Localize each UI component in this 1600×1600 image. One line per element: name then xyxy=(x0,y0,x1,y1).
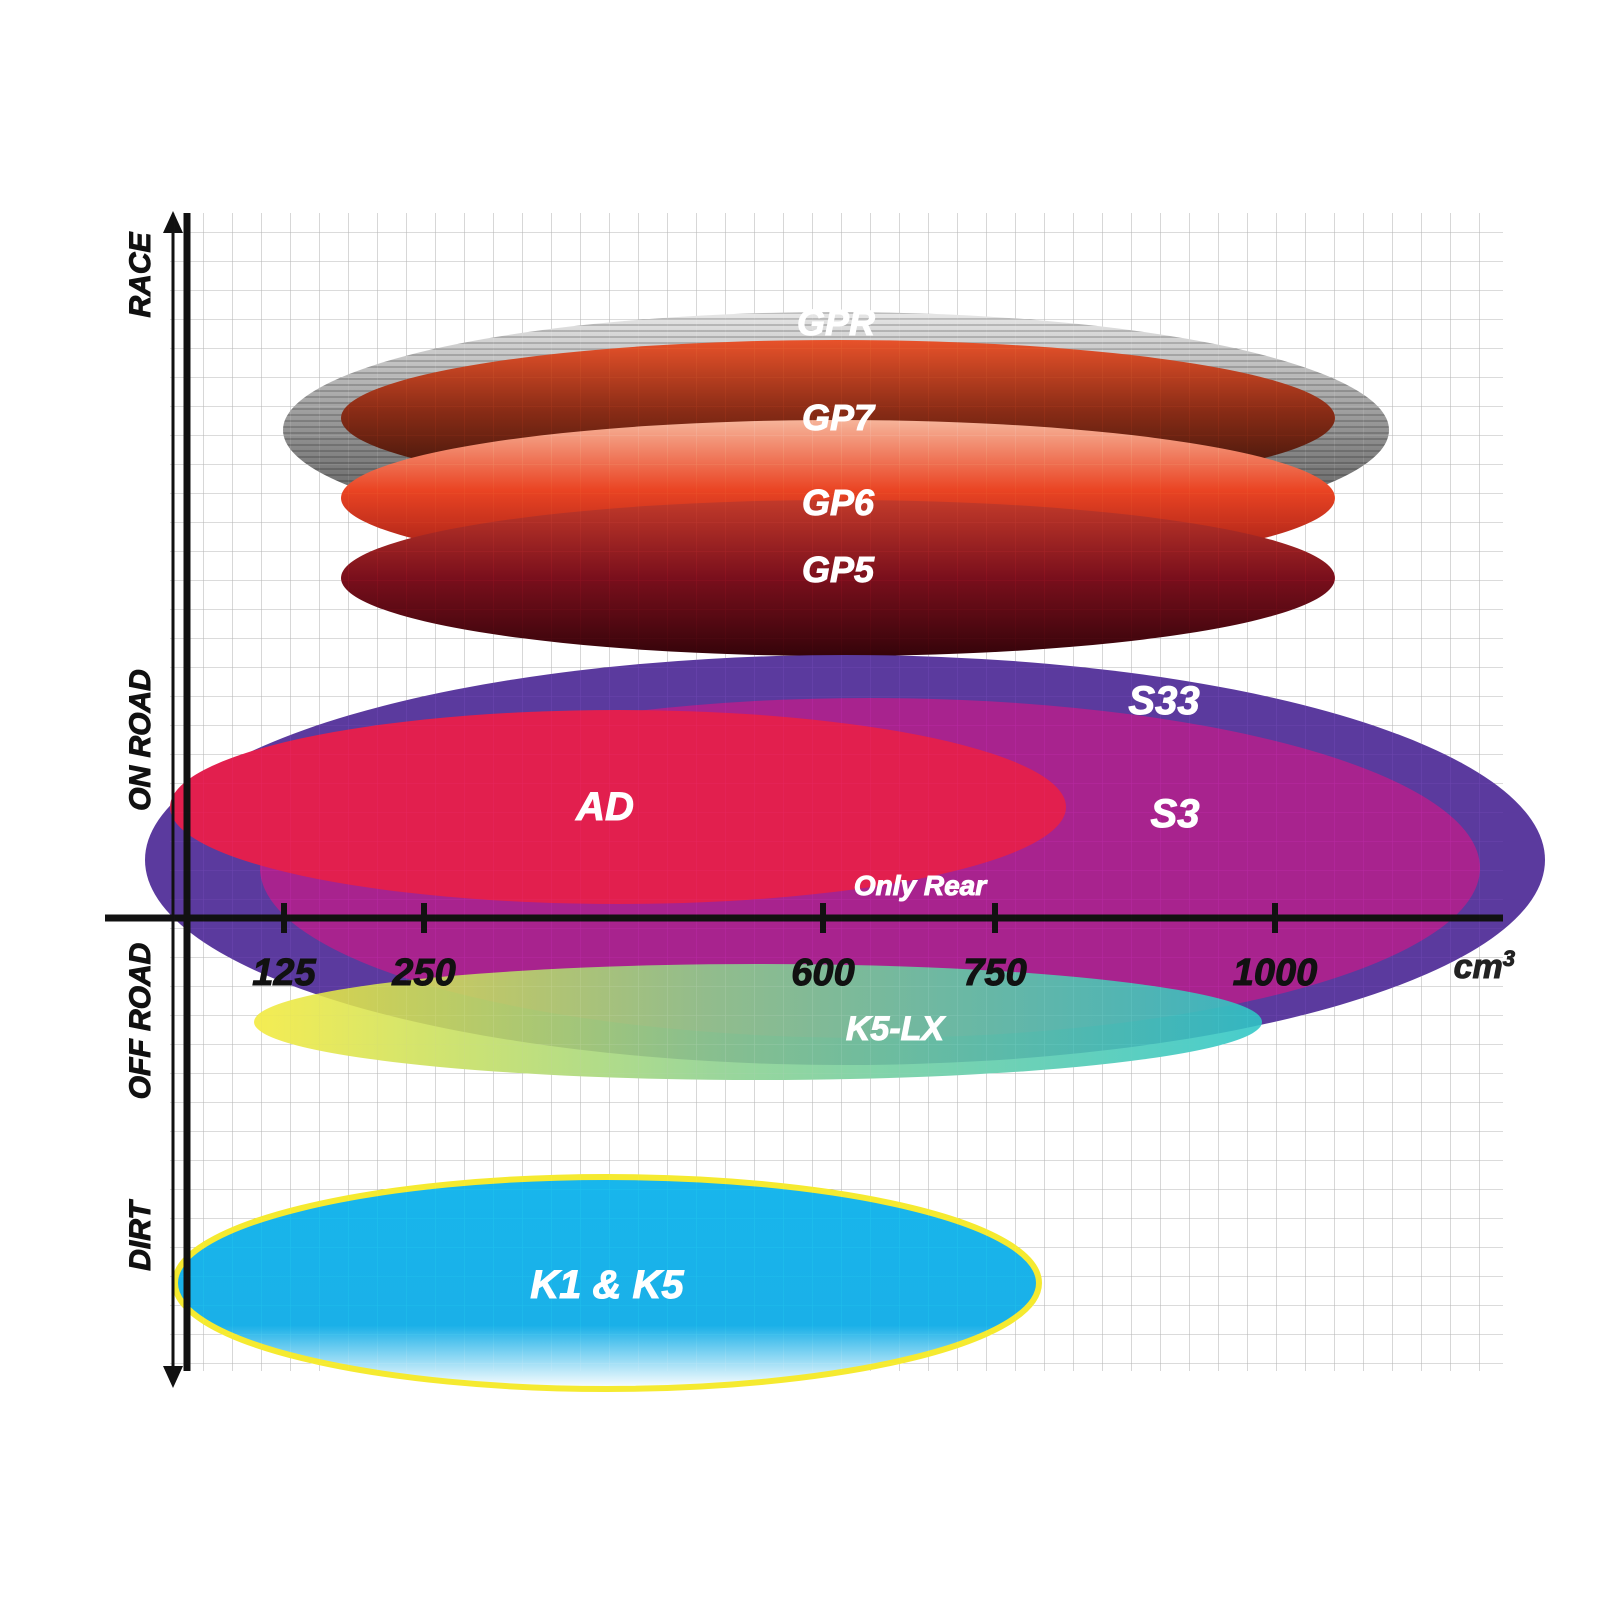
svg-text:ON ROAD: ON ROAD xyxy=(124,669,157,811)
svg-text:DIRT: DIRT xyxy=(124,1199,157,1271)
svg-text:RACE: RACE xyxy=(124,232,157,318)
svg-text:OFF ROAD: OFF ROAD xyxy=(124,943,157,1100)
